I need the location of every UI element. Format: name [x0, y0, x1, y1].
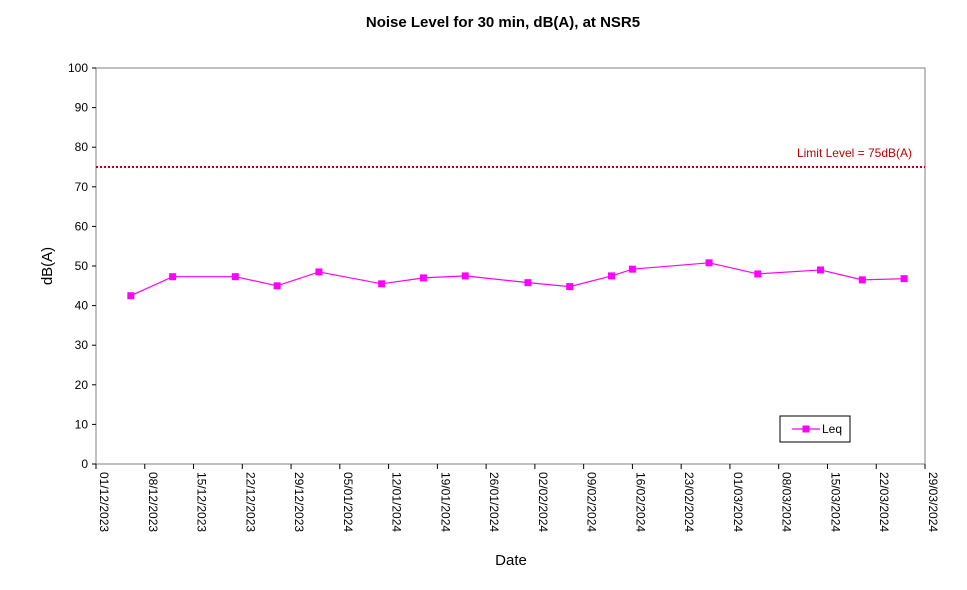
data-point-leq: [378, 280, 386, 288]
x-tick-label: 22/12/2023: [243, 472, 257, 532]
data-point-leq: [608, 272, 616, 280]
data-point-leq: [315, 268, 323, 276]
x-axis: 01/12/2023 08/12/2023 15/12/2023 22/12/2023…: [95, 464, 940, 532]
y-tick-label: 20: [75, 378, 89, 392]
data-point-leq: [524, 279, 532, 287]
data-point-leq: [419, 274, 427, 282]
x-tick-label: 26/01/2024: [487, 472, 501, 532]
x-tick-label: 02/02/2024: [536, 472, 550, 532]
y-tick-label: 70: [75, 180, 89, 194]
x-tick-label: 19/01/2024: [438, 472, 452, 532]
data-point-leq: [231, 273, 239, 281]
y-tick-label: 60: [75, 219, 89, 233]
data-point-leq: [169, 273, 177, 281]
x-tick-label: 01/12/2023: [97, 472, 111, 532]
x-tick-label: 05/01/2024: [341, 472, 355, 532]
legend: Leq: [779, 415, 851, 443]
x-tick-label: 29/12/2023: [292, 472, 306, 532]
x-tick-label: 15/03/2024: [828, 472, 842, 532]
data-point-leq: [127, 292, 135, 300]
x-tick-label: 22/03/2024: [877, 472, 891, 532]
legend-marker-swatch: [802, 425, 810, 433]
x-tick-label: 09/02/2024: [585, 472, 599, 532]
data-point-leq: [858, 276, 866, 284]
series-line-leq: [130, 262, 905, 297]
data-point-leq: [705, 259, 713, 267]
chart-title: Noise Level for 30 min, dB(A), at NSR5: [366, 14, 640, 31]
x-tick-label: 29/03/2024: [926, 472, 940, 532]
legend-label: Leq: [822, 422, 842, 436]
data-point-leq: [566, 283, 574, 291]
data-point-leq: [461, 272, 469, 280]
x-axis-title: Date: [495, 552, 527, 569]
x-tick-label: 16/02/2024: [633, 472, 647, 532]
y-tick-label: 50: [75, 259, 89, 273]
y-tick-label: 100: [68, 61, 88, 75]
y-tick-label: 30: [75, 338, 89, 352]
y-tick-label: 0: [81, 457, 88, 471]
plot-area-frame: [95, 67, 926, 465]
data-point-leq: [817, 266, 825, 274]
y-tick-label: 80: [75, 140, 89, 154]
y-axis: 0 10 20 30 40 50 60 70 80 90 100: [68, 61, 96, 471]
y-tick-label: 40: [75, 299, 89, 313]
series-layer: [127, 259, 908, 300]
limit-level-label: Limit Level = 75dB(A): [797, 146, 912, 160]
data-point-leq: [754, 270, 762, 278]
data-point-leq: [273, 282, 281, 290]
y-tick-label: 90: [75, 101, 89, 115]
x-tick-label: 08/03/2024: [780, 472, 794, 532]
data-point-leq: [628, 265, 636, 273]
y-axis-title: dB(A): [39, 247, 56, 285]
data-point-leq: [900, 275, 908, 283]
y-tick-label: 10: [75, 417, 89, 431]
x-tick-label: 12/01/2024: [390, 472, 404, 532]
x-tick-label: 08/12/2023: [146, 472, 160, 532]
x-tick-label: 23/02/2024: [682, 472, 696, 532]
x-tick-label: 01/03/2024: [731, 472, 745, 532]
x-tick-label: 15/12/2023: [195, 472, 209, 532]
